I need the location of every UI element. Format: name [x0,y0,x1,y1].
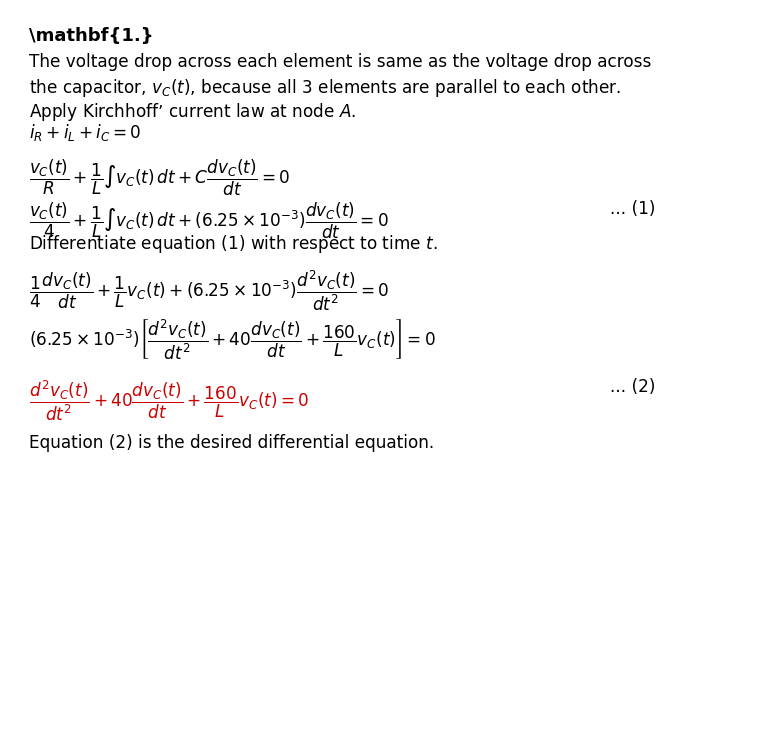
Text: $\dfrac{d^2v_C(t)}{dt^2} + 40\dfrac{dv_C(t)}{dt} + \dfrac{160}{L}v_C(t) = 0$: $\dfrac{d^2v_C(t)}{dt^2} + 40\dfrac{dv_C… [29,378,309,423]
Text: ... (2): ... (2) [610,378,655,396]
Text: ... (1): ... (1) [610,200,655,218]
Text: Differentiate equation (1) with respect to time $t$.: Differentiate equation (1) with respect … [29,233,438,255]
Text: the capacitor, $v_C(t)$, because all 3 elements are parallel to each other.: the capacitor, $v_C(t)$, because all 3 e… [29,77,621,99]
Text: $\dfrac{v_C(t)}{4} + \dfrac{1}{L}\int v_C(t)\,dt + \left(6.25\times10^{-3}\right: $\dfrac{v_C(t)}{4} + \dfrac{1}{L}\int v_… [29,200,389,240]
Text: $\dfrac{1}{4}\dfrac{dv_C(t)}{dt} + \dfrac{1}{L}v_C(t) + \left(6.25\times10^{-3}\: $\dfrac{1}{4}\dfrac{dv_C(t)}{dt} + \dfra… [29,269,390,313]
Text: Apply Kirchhoff’ current law at node $A$.: Apply Kirchhoff’ current law at node $A$… [29,101,357,123]
Text: The voltage drop across each element is same as the voltage drop across: The voltage drop across each element is … [29,53,651,71]
Text: $i_R + i_L + i_C = 0$: $i_R + i_L + i_C = 0$ [29,122,141,143]
Text: $\left(6.25\times10^{-3}\right)\left[\dfrac{d^2v_C(t)}{dt^2} + 40\dfrac{dv_C(t)}: $\left(6.25\times10^{-3}\right)\left[\df… [29,318,436,362]
Text: $\dfrac{v_C(t)}{R} + \dfrac{1}{L}\int v_C(t)\,dt + C\dfrac{dv_C(t)}{dt} = 0$: $\dfrac{v_C(t)}{R} + \dfrac{1}{L}\int v_… [29,158,291,198]
Text: Equation (2) is the desired differential equation.: Equation (2) is the desired differential… [29,434,434,452]
Text: \mathbf{1.}: \mathbf{1.} [29,27,153,45]
